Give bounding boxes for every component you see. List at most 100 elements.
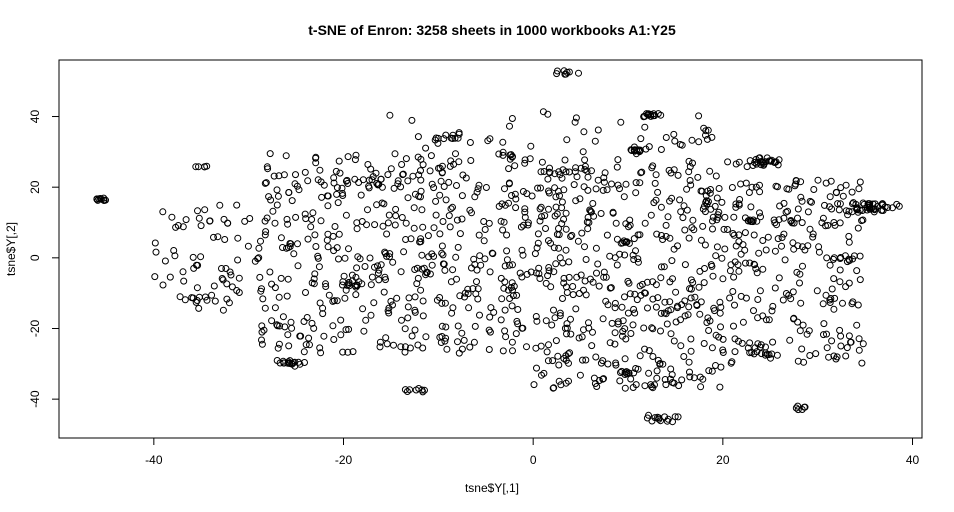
data-point	[834, 200, 842, 208]
data-point	[189, 253, 197, 261]
data-point	[439, 260, 447, 268]
data-point	[379, 222, 387, 230]
data-point	[651, 381, 658, 389]
data-point	[285, 189, 293, 196]
data-point	[530, 381, 538, 389]
data-point	[262, 179, 270, 187]
data-point	[441, 299, 449, 307]
data-point	[632, 189, 640, 197]
data-point	[531, 250, 539, 258]
data-point	[618, 303, 626, 311]
data-point	[542, 225, 549, 232]
data-point	[404, 194, 412, 202]
data-point	[664, 213, 672, 221]
data-point	[284, 358, 292, 366]
data-point	[324, 243, 332, 251]
data-point	[467, 157, 475, 164]
data-point	[192, 298, 200, 306]
chart-title: t-SNE of Enron: 3258 sheets in 1000 work…	[308, 22, 676, 38]
data-point	[532, 313, 540, 320]
data-point	[550, 306, 557, 314]
data-point	[792, 177, 800, 185]
data-point	[561, 324, 569, 332]
data-point	[837, 342, 845, 350]
data-point	[613, 235, 621, 243]
data-point	[696, 310, 704, 318]
data-point	[686, 177, 694, 184]
data-point	[701, 241, 709, 249]
data-point	[468, 209, 475, 217]
data-point	[270, 172, 278, 180]
data-point	[323, 236, 331, 244]
data-point	[630, 235, 638, 243]
data-point	[337, 316, 345, 324]
x-tick-label: 20	[716, 453, 730, 467]
data-point	[731, 258, 739, 266]
data-point	[830, 254, 838, 262]
data-point	[344, 348, 352, 356]
data-point	[801, 403, 809, 411]
data-point	[836, 278, 844, 286]
data-point	[600, 268, 608, 276]
data-point	[361, 263, 369, 270]
data-point	[307, 223, 315, 231]
data-point	[661, 298, 669, 306]
data-point	[345, 325, 353, 333]
data-point	[481, 255, 489, 263]
data-point	[842, 283, 850, 291]
data-point	[695, 283, 703, 291]
data-point	[258, 340, 266, 348]
data-point	[864, 200, 872, 208]
data-point	[678, 376, 686, 384]
plot-frame	[58, 59, 923, 439]
data-point	[458, 345, 466, 353]
data-point	[709, 225, 716, 233]
data-point	[572, 164, 580, 172]
data-point	[545, 264, 553, 271]
data-point	[461, 289, 469, 297]
data-point	[536, 217, 544, 225]
data-point	[794, 406, 802, 414]
data-point	[623, 368, 630, 376]
data-point	[255, 244, 263, 252]
data-point	[414, 133, 422, 141]
data-point	[519, 188, 527, 195]
data-point	[685, 234, 693, 242]
data-point	[636, 352, 644, 360]
data-point	[438, 242, 446, 250]
data-point	[762, 316, 770, 324]
data-point	[291, 180, 299, 188]
data-point	[621, 355, 629, 363]
data-point	[441, 266, 449, 274]
data-point	[859, 216, 867, 224]
data-point	[853, 204, 861, 212]
data-point	[312, 159, 320, 167]
data-point	[652, 171, 660, 179]
data-point	[730, 231, 738, 239]
data-point	[269, 207, 277, 215]
data-point	[650, 199, 658, 207]
data-point	[533, 317, 541, 325]
data-point	[449, 304, 457, 312]
data-point	[542, 279, 550, 287]
data-point	[258, 336, 265, 344]
data-point	[288, 359, 296, 367]
data-point	[497, 274, 505, 282]
data-point	[440, 183, 448, 190]
data-point	[544, 272, 552, 280]
data-point	[670, 337, 678, 345]
data-point	[277, 234, 285, 242]
data-point	[263, 163, 271, 171]
data-point	[625, 279, 633, 287]
data-point	[382, 250, 389, 257]
data-point	[758, 350, 765, 358]
data-point	[716, 298, 724, 306]
data-point	[660, 263, 668, 271]
data-point	[268, 280, 276, 288]
data-point	[853, 205, 860, 213]
data-point	[842, 352, 850, 360]
data-point	[454, 322, 462, 330]
data-point	[563, 330, 570, 338]
data-point	[719, 335, 727, 343]
data-point	[449, 266, 457, 274]
